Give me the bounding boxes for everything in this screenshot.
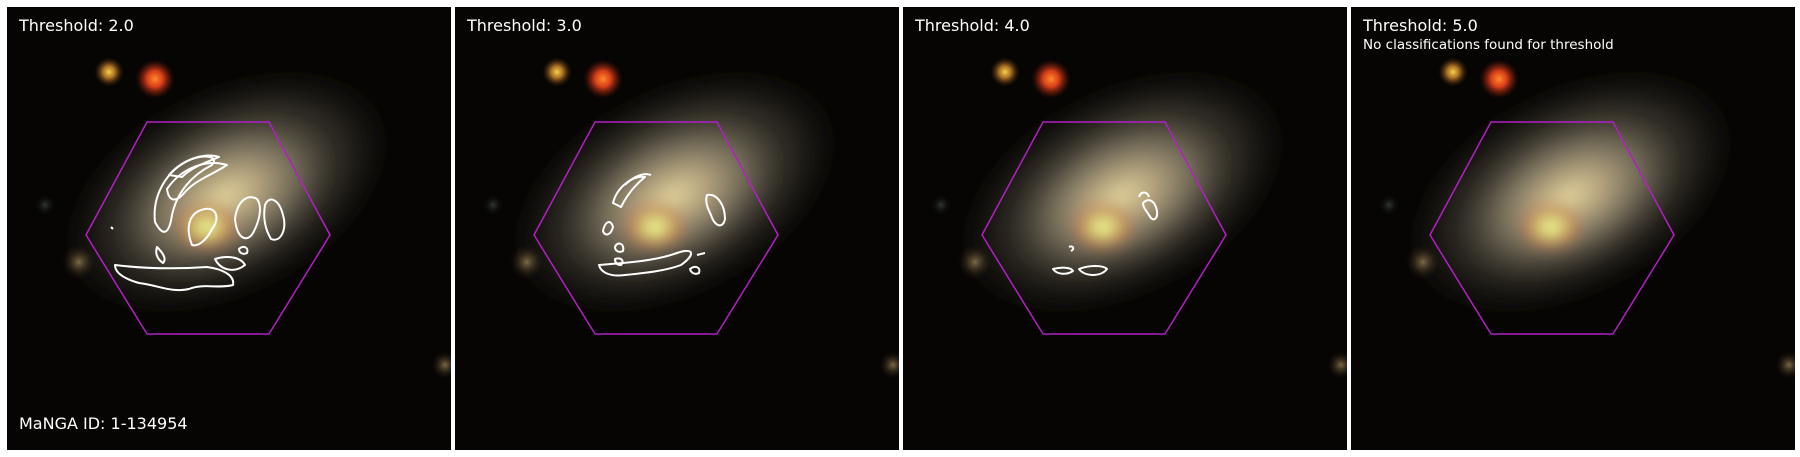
panel-title: Threshold: 5.0	[1363, 16, 1478, 35]
classification-contours	[110, 154, 286, 292]
galaxy-image	[903, 7, 1347, 450]
ifu-hexagon	[981, 121, 1227, 335]
ifu-hexagon	[1429, 121, 1675, 335]
panel-title: Threshold: 2.0	[19, 16, 134, 35]
panel-threshold-2: Threshold: 2.0 MaNGA ID: 1-134954	[7, 7, 451, 450]
panel-threshold-5: Threshold: 5.0 No classifications found …	[1351, 7, 1795, 450]
galaxy-image	[1351, 7, 1795, 450]
panel-threshold-4: Threshold: 4.0	[903, 7, 1347, 450]
panel-title: Threshold: 3.0	[467, 16, 582, 35]
manga-id-label: MaNGA ID: 1-134954	[19, 414, 188, 433]
classification-contours	[598, 173, 726, 277]
panel-title: Threshold: 4.0	[915, 16, 1030, 35]
ifu-hexagon	[85, 121, 331, 335]
no-classifications-note: No classifications found for threshold	[1363, 37, 1614, 53]
classification-contours	[1052, 191, 1159, 276]
panel-threshold-3: Threshold: 3.0	[455, 7, 899, 450]
galaxy-image	[7, 7, 451, 450]
galaxy-image	[455, 7, 899, 450]
ifu-hexagon	[533, 121, 779, 335]
